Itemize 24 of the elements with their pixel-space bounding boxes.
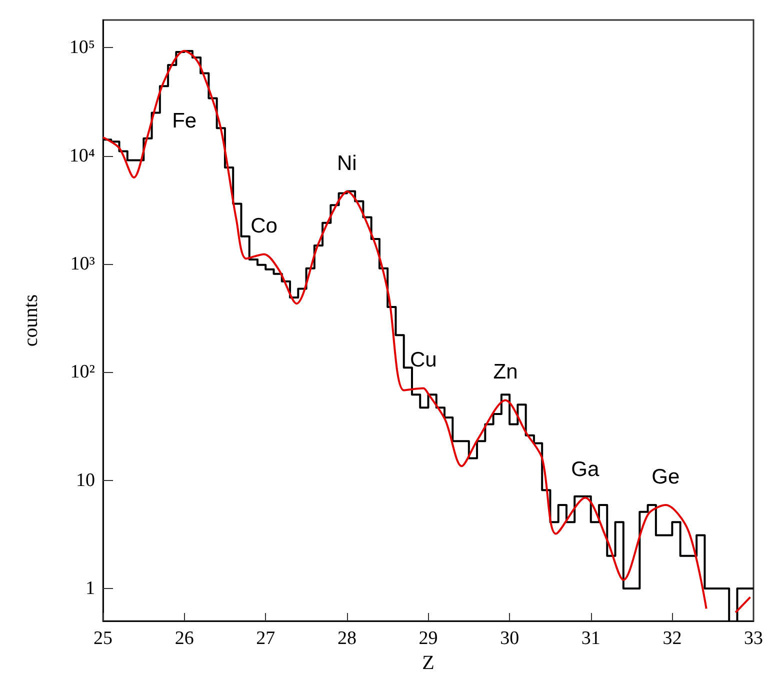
y-tick-label: 10²	[70, 362, 96, 383]
x-tick-label: 25	[94, 628, 112, 649]
annotation: Fe	[172, 109, 197, 132]
y-tick-label: 10³	[70, 253, 96, 274]
annotation: Co	[250, 214, 278, 238]
x-tick-label: 33	[744, 628, 763, 649]
annotation: Zn	[493, 360, 518, 384]
y-axis-title: counts	[20, 294, 42, 347]
x-tick-label: 26	[174, 628, 194, 649]
y-tick-label: 10⁵	[69, 37, 95, 58]
annotation: Ga	[571, 458, 600, 482]
x-tick-label: 27	[256, 628, 276, 649]
x-tick-label: 28	[337, 628, 356, 649]
x-axis-title: Z	[422, 652, 434, 674]
x-tick-label: 29	[418, 628, 438, 649]
x-tick-label: 32	[662, 628, 682, 649]
x-tick-label: 31	[581, 628, 600, 649]
y-tick-label: 10	[76, 470, 95, 491]
x-tick-label: 30	[500, 628, 520, 649]
y-tick-label: 10⁴	[69, 145, 96, 166]
annotation: Ge	[652, 466, 680, 489]
y-tick-label: 1	[86, 578, 95, 599]
annotation: Ni	[337, 152, 357, 175]
annotation: Cu	[410, 348, 437, 372]
